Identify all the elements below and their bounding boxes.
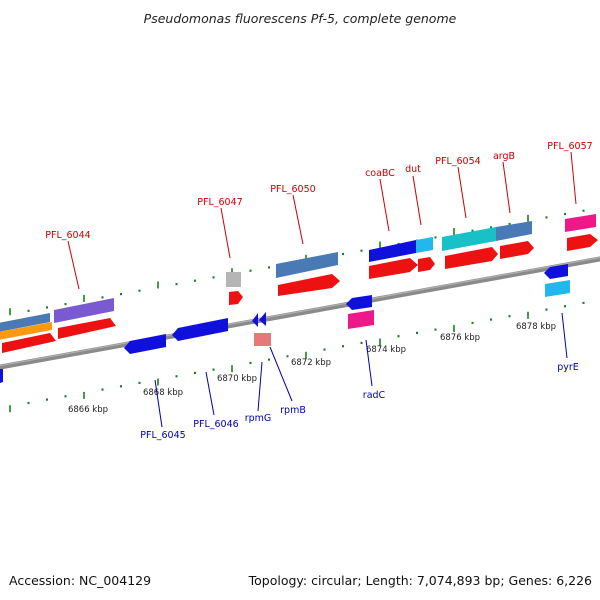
label-leader xyxy=(561,312,568,359)
label-leader xyxy=(412,175,422,226)
top-gene-labels xyxy=(67,151,577,290)
accession-text: Accession: NC_004129 xyxy=(9,573,151,588)
gene-label-bottom: pyrE xyxy=(557,362,579,373)
gene-feature[interactable] xyxy=(369,240,416,262)
gene-label-top: coaBC xyxy=(365,168,395,179)
gene-feature[interactable] xyxy=(276,252,338,278)
top-strand-features xyxy=(0,214,598,353)
gene-feature[interactable] xyxy=(254,333,271,346)
gene-feature[interactable] xyxy=(0,369,3,383)
label-leader xyxy=(292,194,304,245)
label-leader xyxy=(365,339,373,387)
gene-feature[interactable] xyxy=(0,313,50,332)
label-leader xyxy=(379,178,390,232)
label-leader xyxy=(205,371,215,416)
cds-arrow[interactable] xyxy=(58,318,116,339)
cds-arrow[interactable] xyxy=(252,313,258,327)
label-leader xyxy=(570,151,577,205)
gene-feature[interactable] xyxy=(348,310,374,329)
kbp-label: 6866 kbp xyxy=(68,405,108,415)
cds-arrow[interactable] xyxy=(369,258,418,279)
kbp-label: 6872 kbp xyxy=(291,358,331,368)
gene-label-top: dut xyxy=(405,164,421,175)
bottom-strand-features xyxy=(0,264,570,383)
gene-label-bottom: radC xyxy=(363,390,386,401)
label-leader xyxy=(220,207,231,259)
genome-backbone xyxy=(0,256,600,370)
cds-arrow[interactable] xyxy=(124,334,166,354)
cds-arrow[interactable] xyxy=(2,333,56,353)
cds-arrow[interactable] xyxy=(445,247,498,269)
cds-arrow[interactable] xyxy=(418,257,435,272)
cds-arrow[interactable] xyxy=(346,295,372,310)
label-leader xyxy=(269,346,293,402)
gene-feature[interactable] xyxy=(545,280,570,297)
genome-backbone-highlight xyxy=(0,256,600,367)
gene-label-bottom: rpmG xyxy=(245,413,272,424)
cds-arrow[interactable] xyxy=(567,234,598,251)
gene-label-top: PFL_6047 xyxy=(197,197,242,208)
gene-label-top: PFL_6057 xyxy=(547,141,592,152)
topology-text: Topology: circular; Length: 7,074,893 bp… xyxy=(248,573,592,588)
label-leader xyxy=(257,361,263,412)
map-title: Pseudomonas fluorescens Pf-5, complete g… xyxy=(144,11,457,26)
gene-feature[interactable] xyxy=(416,237,433,253)
cds-arrow[interactable] xyxy=(278,274,340,296)
gene-label-bottom: PFL_6046 xyxy=(193,419,238,430)
cds-arrow[interactable] xyxy=(259,312,266,326)
label-leader xyxy=(457,166,467,219)
gene-feature[interactable] xyxy=(442,227,496,251)
cds-arrow[interactable] xyxy=(229,291,243,305)
gene-feature[interactable] xyxy=(0,322,52,340)
cds-arrow[interactable] xyxy=(500,241,534,259)
gene-feature[interactable] xyxy=(226,272,241,287)
label-leader xyxy=(154,379,163,428)
gene-label-top: PFL_6054 xyxy=(435,156,480,167)
label-leader xyxy=(67,240,80,290)
gene-label-bottom: PFL_6045 xyxy=(140,430,185,441)
bottom-gene-labels xyxy=(154,312,568,428)
gene-label-bottom: rpmB xyxy=(280,405,306,416)
gene-feature[interactable] xyxy=(496,221,532,241)
gene-label-top: PFL_6050 xyxy=(270,184,315,195)
tick-tracks xyxy=(9,209,585,413)
kbp-label: 6876 kbp xyxy=(440,333,480,343)
kbp-label: 6868 kbp xyxy=(143,388,183,398)
gene-label-top: argB xyxy=(493,151,515,162)
kbp-label: 6878 kbp xyxy=(516,322,556,332)
kbp-label: 6870 kbp xyxy=(217,374,257,384)
cds-arrow[interactable] xyxy=(544,264,568,279)
kbp-label: 6874 kbp xyxy=(366,345,406,355)
label-leader xyxy=(502,161,511,214)
cds-arrow[interactable] xyxy=(172,318,228,341)
gene-feature[interactable] xyxy=(54,298,114,323)
gene-label-top: PFL_6044 xyxy=(45,230,90,241)
gene-feature[interactable] xyxy=(565,214,596,232)
